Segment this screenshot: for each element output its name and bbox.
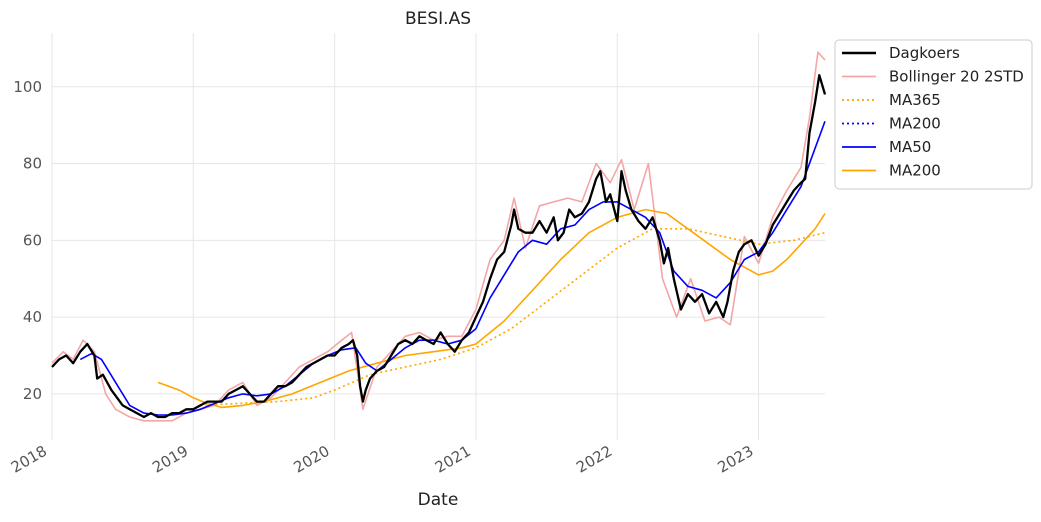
y-tick-label: 80	[23, 155, 42, 173]
x-tick-label: 2021	[432, 442, 474, 477]
series-line-ma200	[157, 208, 826, 409]
legend-label: MA365	[889, 91, 941, 109]
legend-box	[834, 39, 1033, 190]
x-tick-label: 2018	[8, 442, 50, 477]
legend-label: MA200	[889, 115, 941, 133]
x-axis-label: Date	[418, 490, 459, 510]
axis-ticks: 20 40 60 80 100 2018 2019 2020 2021 2022 2023	[8, 78, 757, 477]
x-tick-label: 2020	[291, 442, 333, 477]
series-line-bollinger-20-2std	[51, 51, 826, 422]
chart-title: BESI.AS	[405, 9, 471, 29]
y-tick-label: 60	[23, 231, 42, 249]
x-tick-label: 2023	[715, 442, 757, 477]
y-tick-label: 40	[23, 308, 42, 326]
x-tick-label: 2022	[573, 442, 615, 477]
grid-lines	[51, 33, 825, 440]
y-tick-label: 20	[23, 385, 42, 403]
series-line-ma50	[79, 121, 826, 416]
legend-label: Dagkoers	[889, 44, 960, 62]
legend-label: MA50	[889, 138, 931, 156]
legend-label: MA200	[889, 162, 941, 180]
legend-label: Bollinger 20 2STD	[889, 68, 1024, 86]
series-lines	[51, 51, 827, 422]
legend: Dagkoers Bollinger 20 2STD MA365 MA200 MA50 M…	[834, 39, 1033, 190]
series-line-dagkoers	[51, 74, 827, 419]
x-tick-label: 2019	[149, 442, 191, 477]
y-tick-label: 100	[13, 78, 42, 96]
